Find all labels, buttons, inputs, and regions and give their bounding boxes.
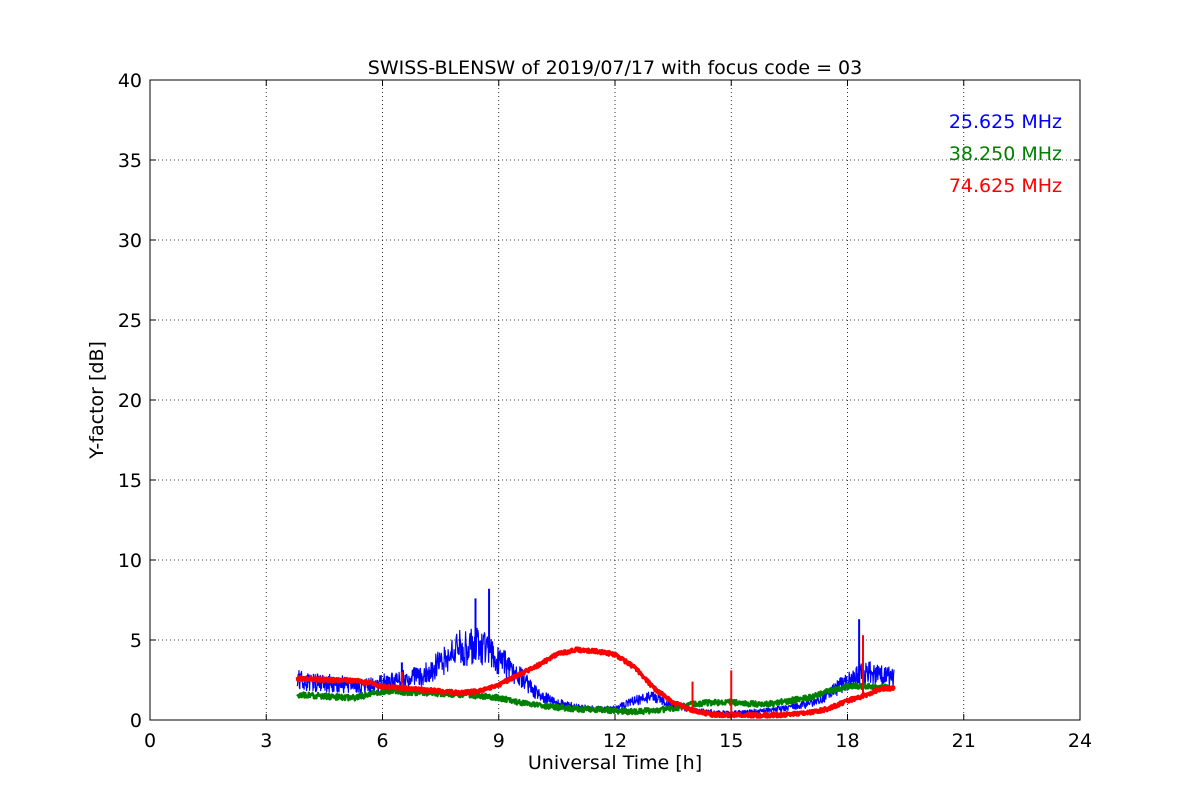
chart-title: SWISS-BLENSW of 2019/07/17 with focus co…: [368, 57, 862, 79]
x-tick-label: 3: [260, 730, 272, 752]
x-tick-label: 0: [144, 730, 156, 752]
x-tick-label: 21: [952, 730, 976, 752]
x-axis-label: Universal Time [h]: [528, 752, 702, 774]
legend-entry-1: 25.625 MHz: [949, 111, 1062, 133]
legend-entry-3: 74.625 MHz: [949, 175, 1062, 197]
x-tick-label: 9: [493, 730, 505, 752]
y-tick-label: 10: [118, 550, 142, 572]
series-line-2: [296, 682, 895, 716]
y-tick-label: 15: [118, 470, 142, 492]
grid-lines: [150, 80, 1080, 720]
y-tick-label: 20: [118, 390, 142, 412]
y-tick-label: 25: [118, 310, 142, 332]
x-tick-label: 18: [835, 730, 859, 752]
x-tick-label: 6: [376, 730, 388, 752]
y-tick-label: 5: [130, 630, 142, 652]
y-tick-label: 0: [130, 710, 142, 732]
legend-entry-2: 38.250 MHz: [949, 143, 1062, 165]
x-tick-label: 24: [1068, 730, 1092, 752]
y-axis-label: Y-factor [dB]: [86, 341, 108, 460]
x-tick-label: 12: [603, 730, 627, 752]
axis-ticks: 0 3 6 9 12 15 18 21 24 0 5 10 15 20 25 30 35 40: [118, 70, 1092, 752]
legend: 25.625 MHz 38.250 MHz 74.625 MHz: [949, 111, 1062, 197]
x-tick-label: 15: [719, 730, 743, 752]
y-tick-label: 30: [118, 230, 142, 252]
y-tick-label: 40: [118, 70, 142, 92]
series-layer: [295, 588, 896, 719]
series-line-3: [295, 646, 896, 719]
y-tick-label: 35: [118, 150, 142, 172]
